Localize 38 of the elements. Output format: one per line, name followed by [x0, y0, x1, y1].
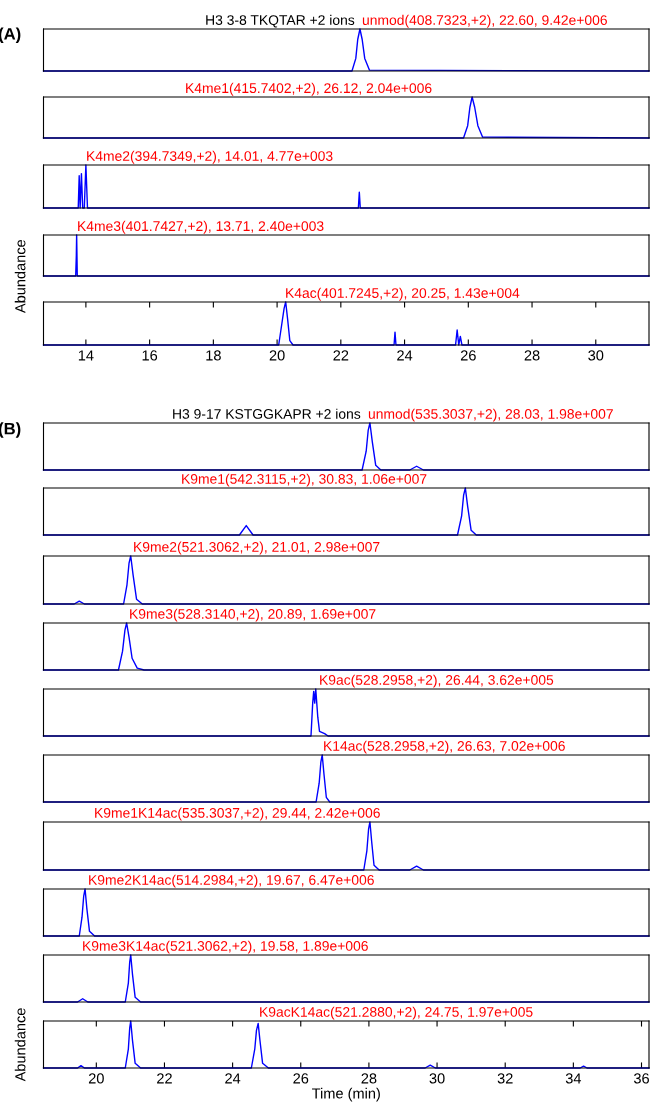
chart-title: K4me3(401.7427,+2), 13.71, 2.40e+003 [78, 220, 324, 234]
x-tick-label: 28 [361, 1073, 377, 1084]
chart-title: K4ac(401.7245,+2), 20.25, 1.43e+004 [286, 287, 520, 301]
chart-title: K9me2K14ac(514.2984,+2), 19.67, 6.47e+006 [89, 874, 374, 888]
x-tick-label: 26 [293, 1073, 309, 1084]
chart-subtitle: H3 9-17 KSTGGKAPR +2 ions [173, 408, 361, 419]
x-tick-label: 20 [269, 350, 285, 361]
chart-title: K9me3(528.3140,+2), 20.89, 1.69e+007 [130, 608, 376, 622]
x-axis-title: Time (min) [312, 1087, 380, 1102]
x-tick-label: 14 [78, 350, 94, 361]
chart-title: unmod(408.7323,+2), 22.60, 9.42e+006 [362, 14, 607, 28]
chart-title: K9me2(521.3062,+2), 21.01, 2.98e+007 [134, 541, 380, 555]
x-tick-label: 28 [524, 350, 540, 361]
x-tick-label: 36 [633, 1073, 649, 1084]
chart-title: K9ac(528.2958,+2), 26.44, 3.62e+005 [320, 674, 554, 688]
chart-title: K9me1(542.3115,+2), 30.83, 1.06e+007 [182, 473, 427, 487]
chart-title: K9me1K14ac(535.3037,+2), 29.44, 2.42e+006 [95, 807, 380, 821]
x-tick-label: 34 [565, 1073, 582, 1084]
x-tick-label: 26 [460, 350, 476, 361]
x-tick-label: 22 [157, 1073, 172, 1084]
chart-title: unmod(535.3037,+2), 28.03, 1.98e+007 [368, 408, 613, 422]
x-tick-label: 20 [88, 1073, 104, 1084]
chart-title: K9acK14ac(521.2880,+2), 24.75, 1.97e+005 [260, 1006, 533, 1020]
chart-title: K4me1(415.7402,+2), 26.12, 2.04e+006 [186, 82, 432, 96]
chart-title: K4me2(394.7349,+2), 14.01, 4.77e+003 [87, 150, 333, 164]
x-tick-label: 30 [429, 1073, 445, 1084]
x-tick-label: 18 [206, 350, 221, 361]
y-axis-title: Abundance [14, 239, 26, 314]
x-tick-label: 32 [497, 1073, 513, 1084]
x-tick-label: 24 [397, 350, 413, 361]
x-tick-label: 24 [225, 1073, 241, 1084]
x-tick-label: 30 [588, 350, 604, 361]
chart-subtitle: H3 3-8 TKQTAR +2 ions [206, 14, 355, 28]
chart-title: K14ac(528.2958,+2), 26.63, 7.02e+006 [324, 740, 565, 754]
chart-title: K9me3K14ac(521.3062,+2), 19.58, 1.89e+006 [83, 940, 368, 954]
x-tick-label: 16 [142, 350, 158, 361]
x-tick-label: 22 [333, 350, 349, 361]
y-axis-title: Abundance [14, 1008, 26, 1082]
